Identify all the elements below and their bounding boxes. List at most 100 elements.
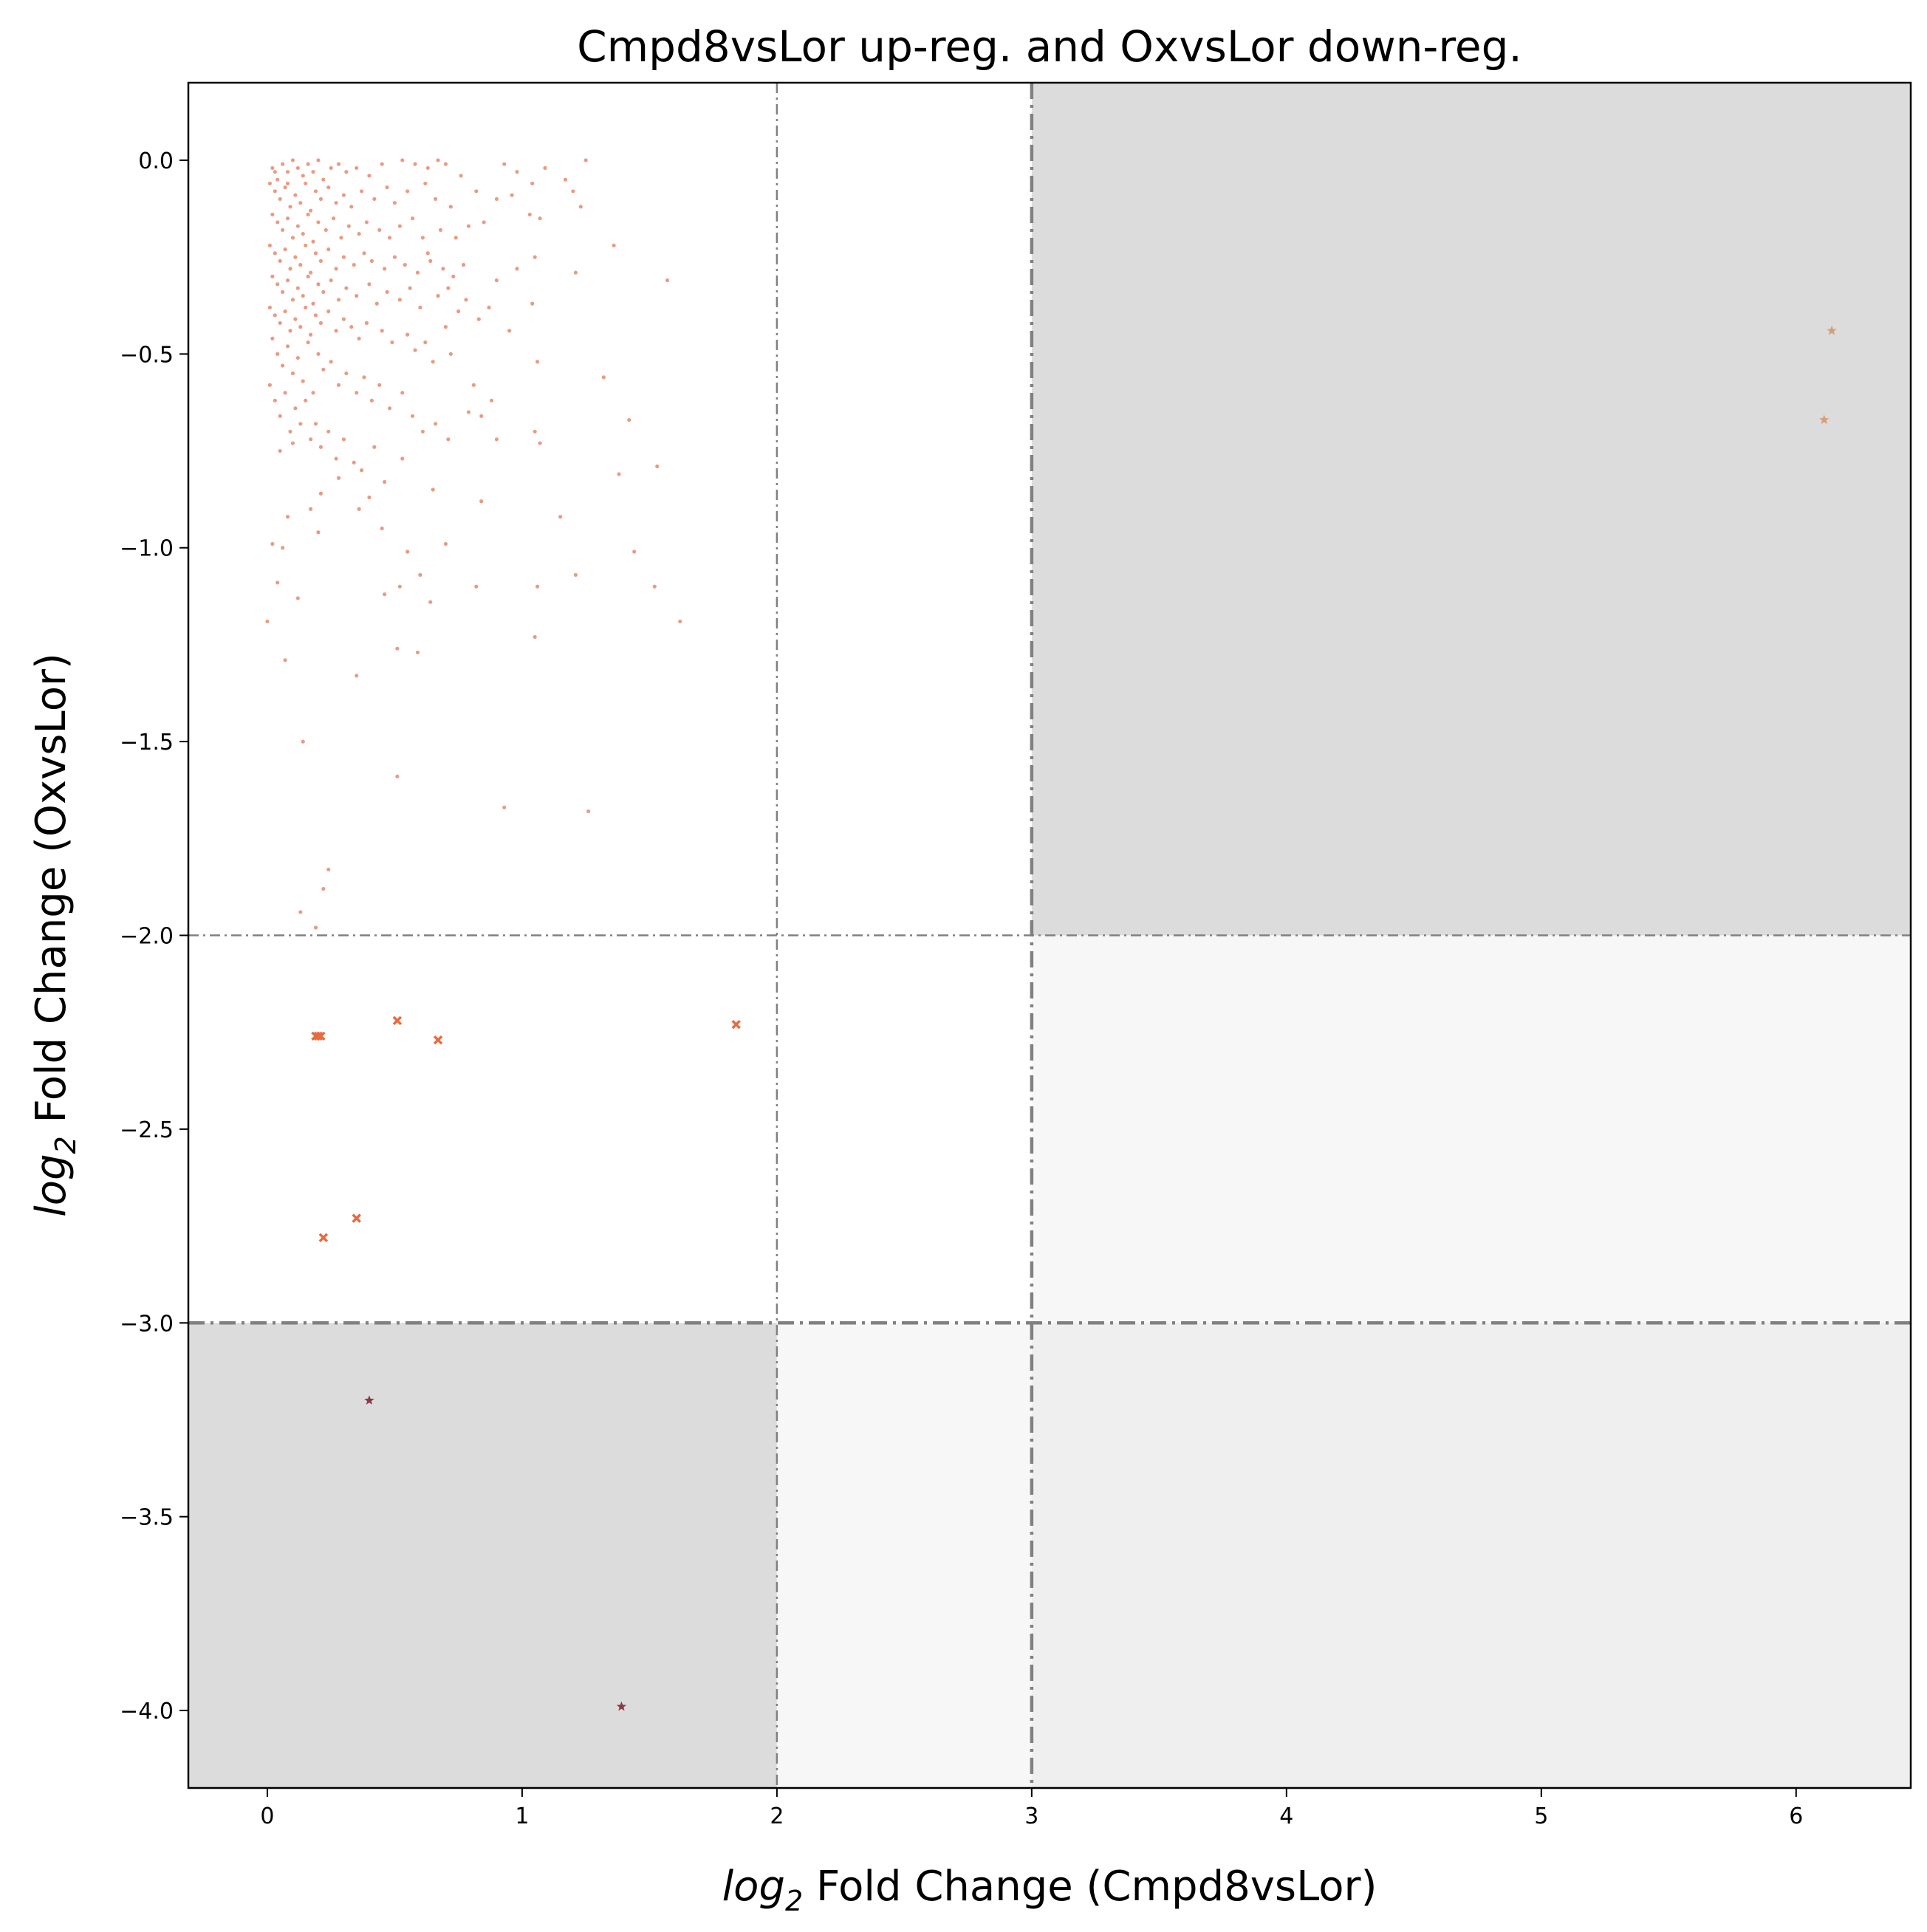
data-point-s0-100 xyxy=(318,258,323,263)
data-point-s0-53 xyxy=(474,189,479,193)
data-point-s0-234 xyxy=(285,515,290,519)
data-point-s0-99 xyxy=(313,251,318,256)
data-point-s0-29 xyxy=(571,189,575,193)
data-point-s0-119 xyxy=(446,286,451,290)
data-point-s0-241 xyxy=(295,596,300,600)
data-point-s0-143 xyxy=(476,317,481,321)
data-point-s0-104 xyxy=(352,263,356,267)
data-point-s0-49 xyxy=(405,189,410,193)
data-point-s0-124 xyxy=(290,298,295,302)
highlight-regions xyxy=(188,83,1911,1788)
data-point-s0-50 xyxy=(423,181,428,186)
data-point-s0-209 xyxy=(380,526,384,531)
data-point-s0-134 xyxy=(355,294,359,298)
data-point-s0-258 xyxy=(678,619,682,624)
data-point-s0-253 xyxy=(535,584,540,589)
data-point-s1-7 xyxy=(318,1233,329,1243)
data-point-s0-108 xyxy=(392,255,397,259)
data-point-s0-69 xyxy=(316,220,321,225)
data-point-s0-221 xyxy=(326,429,331,434)
data-point-s0-144 xyxy=(507,329,512,333)
data-point-s1-4 xyxy=(433,1035,443,1045)
data-point-s0-210 xyxy=(267,383,272,387)
data-point-s0-14 xyxy=(355,165,359,171)
data-point-s0-225 xyxy=(359,468,364,473)
data-point-s0-32 xyxy=(278,196,282,202)
data-point-s0-204 xyxy=(400,456,405,461)
data-point-s0-247 xyxy=(397,584,402,589)
data-point-s0-181 xyxy=(275,352,280,356)
data-point-s0-9 xyxy=(316,158,321,162)
data-point-s1-6 xyxy=(352,1213,361,1223)
data-point-s0-51 xyxy=(434,196,438,202)
data-point-s0-105 xyxy=(362,251,366,256)
data-point-s0-23 xyxy=(502,162,507,166)
data-point-s0-259 xyxy=(355,674,359,678)
data-point-s0-132 xyxy=(336,298,341,302)
data-point-s0-180 xyxy=(270,336,275,340)
shaded-region-1 xyxy=(188,1323,777,1788)
data-point-s0-262 xyxy=(502,805,507,809)
data-point-s0-120 xyxy=(270,274,275,278)
data-point-s0-266 xyxy=(298,910,303,914)
data-point-s0-27 xyxy=(563,177,568,182)
data-point-s0-65 xyxy=(295,224,300,228)
data-point-s0-123 xyxy=(285,278,290,283)
data-point-s3-0 xyxy=(364,1395,374,1405)
data-point-s0-199 xyxy=(400,391,405,395)
y-tick-label-4: −2.0 xyxy=(120,924,174,950)
y-tick-label-5: −2.5 xyxy=(120,1117,174,1143)
data-point-s0-117 xyxy=(487,305,491,309)
data-point-s0-13 xyxy=(344,170,349,174)
data-point-s2-0 xyxy=(1827,325,1837,335)
data-point-s0-58 xyxy=(482,220,486,225)
data-point-s0-139 xyxy=(408,286,412,290)
data-point-s0-97 xyxy=(304,243,308,248)
data-point-s0-157 xyxy=(304,305,308,309)
data-point-s0-116 xyxy=(464,298,468,302)
data-point-s0-11 xyxy=(329,165,333,171)
data-point-s0-115 xyxy=(494,278,499,283)
data-point-s0-128 xyxy=(311,301,315,306)
data-point-s0-20 xyxy=(436,158,440,162)
data-point-s0-73 xyxy=(346,224,351,228)
data-point-s0-103 xyxy=(341,255,346,259)
data-point-s0-170 xyxy=(413,348,417,352)
x-axis-ticks: 0 1 2 3 4 5 6 xyxy=(260,1788,1803,1829)
data-point-s0-8 xyxy=(311,170,315,174)
data-point-s0-178 xyxy=(538,441,542,445)
data-point-s0-153 xyxy=(283,309,287,314)
data-point-s0-264 xyxy=(326,867,331,871)
data-point-s0-141 xyxy=(436,294,440,298)
data-point-s3-1 xyxy=(616,1701,627,1711)
data-point-s0-90 xyxy=(267,243,272,248)
x-tick-label-2: 2 xyxy=(770,1803,784,1829)
data-point-s0-40 xyxy=(318,196,323,202)
data-point-s0-150 xyxy=(267,305,272,309)
data-point-s0-19 xyxy=(425,165,430,171)
data-point-s0-15 xyxy=(367,174,372,178)
data-point-s0-228 xyxy=(318,491,323,496)
data-point-s0-222 xyxy=(334,456,338,461)
data-point-s0-28 xyxy=(583,158,588,162)
data-point-s0-34 xyxy=(288,205,292,209)
data-point-s0-18 xyxy=(413,162,417,166)
data-point-s0-0 xyxy=(270,165,275,171)
data-point-s0-130 xyxy=(321,290,326,294)
data-point-s0-147 xyxy=(627,417,632,422)
data-point-s0-10 xyxy=(321,177,326,182)
data-point-s0-194 xyxy=(355,391,359,395)
data-point-s1-2 xyxy=(316,1031,326,1041)
data-point-s0-166 xyxy=(364,321,369,325)
shaded-region-3 xyxy=(776,1323,1032,1788)
data-point-s0-256 xyxy=(632,549,637,554)
y-tick-label-1: −0.5 xyxy=(120,342,174,368)
y-tick-label-6: −3.0 xyxy=(120,1311,174,1337)
data-point-s0-39 xyxy=(313,189,318,193)
data-point-s0-129 xyxy=(316,282,321,287)
data-point-s0-57 xyxy=(578,205,583,209)
data-point-s0-138 xyxy=(397,298,402,302)
data-point-s0-131 xyxy=(329,278,333,283)
data-point-s0-188 xyxy=(311,391,315,395)
data-point-s0-171 xyxy=(431,360,435,364)
